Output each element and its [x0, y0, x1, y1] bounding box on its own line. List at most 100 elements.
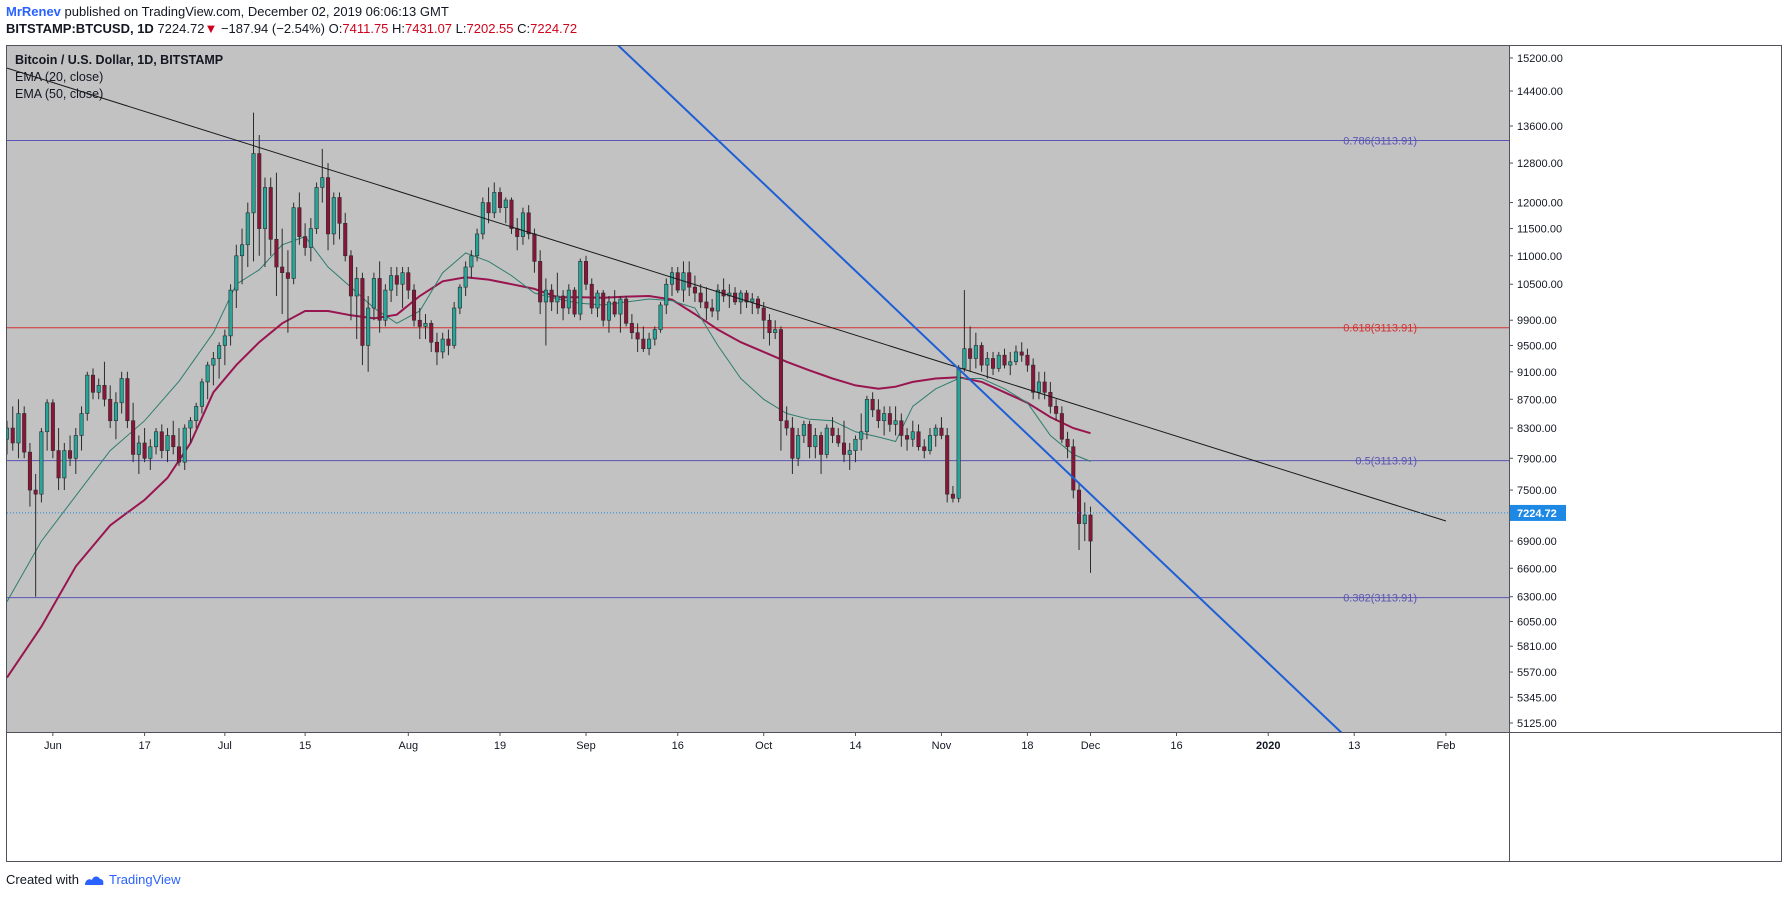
candle-body [761, 307, 766, 321]
candle-body [394, 275, 399, 285]
candle [899, 413, 904, 447]
fib-label: 0.5(3113.91) [1355, 456, 1417, 468]
candle-body [68, 450, 73, 459]
candle [910, 420, 915, 447]
candle [933, 424, 938, 447]
candle [188, 417, 193, 443]
candle-body [859, 431, 864, 440]
candle [308, 218, 313, 262]
candle [320, 148, 325, 203]
candle [400, 267, 405, 308]
time-tick-label: Oct [755, 740, 772, 752]
candle-body [612, 301, 617, 315]
candle-body [79, 413, 84, 436]
tradingview-link[interactable]: TradingView [108, 872, 181, 887]
candle-body [154, 431, 159, 448]
candle [285, 250, 290, 333]
candle-body [538, 261, 543, 303]
candle-body [142, 442, 147, 459]
candle [303, 223, 308, 256]
candle-body [73, 435, 78, 459]
candle [555, 272, 560, 315]
candle [1031, 358, 1036, 400]
candle-body [383, 289, 388, 321]
candle [257, 135, 262, 256]
candle [16, 399, 21, 459]
candlestick-chart[interactable]: 0.786(3113.91) 0.618(3113.91) 0.5(3113.91)… [7, 46, 1782, 862]
candle [652, 326, 657, 346]
candle [767, 314, 772, 346]
candle-body [285, 272, 290, 279]
candle [406, 267, 411, 299]
candle-body [503, 199, 508, 208]
candle-body [790, 427, 795, 459]
candle [412, 284, 417, 327]
candle [824, 424, 829, 459]
candle [360, 272, 365, 366]
candle-body [452, 307, 457, 346]
candle-body [199, 381, 204, 407]
candle [601, 290, 606, 327]
candle-body [836, 435, 841, 444]
candle-body [635, 332, 640, 340]
candle [950, 485, 955, 503]
candle-body [360, 278, 365, 346]
price-tick-label: 11500.00 [1517, 224, 1562, 236]
candle [887, 406, 892, 432]
candle [142, 428, 147, 463]
candle [383, 284, 388, 327]
candle [251, 112, 256, 262]
candle [475, 228, 480, 262]
candle [492, 182, 497, 219]
candle-body [429, 323, 434, 343]
candle-body [463, 266, 468, 288]
candle-body [211, 358, 216, 366]
candle-body [1008, 361, 1013, 366]
candle [434, 332, 439, 366]
candle-body [664, 283, 669, 306]
candle [314, 182, 319, 234]
candle [647, 332, 652, 356]
candle-body [262, 187, 267, 229]
legend-ema50[interactable]: EMA (50, close) [15, 87, 104, 101]
candle [56, 428, 61, 491]
candle [572, 287, 577, 318]
candle-body [543, 289, 548, 303]
candle [440, 332, 445, 359]
candle [1082, 502, 1087, 542]
candle-body [62, 450, 67, 479]
author-link[interactable]: MrRenev [6, 4, 61, 19]
candle-body [847, 450, 852, 455]
candle [268, 177, 273, 256]
candle-body [205, 364, 210, 383]
candle [326, 163, 331, 251]
candle-body [274, 239, 279, 268]
price-tick-label: 5810.00 [1517, 641, 1557, 653]
change-label: −187.94 (−2.54%) [220, 21, 326, 36]
candle-body [417, 319, 422, 327]
candle [262, 177, 267, 268]
candle [784, 406, 789, 436]
candle [27, 442, 32, 507]
candle [807, 420, 812, 459]
candle [291, 202, 296, 285]
candle [790, 417, 795, 474]
candle-body [371, 278, 376, 309]
price-tick-label: 8700.00 [1517, 394, 1557, 406]
candle [1036, 371, 1041, 400]
legend-title: Bitcoin / U.S. Dollar, 1D, BITSTAMP [15, 53, 224, 67]
candle-body [905, 435, 910, 440]
legend-ema20[interactable]: EMA (20, close) [15, 70, 104, 84]
candle [738, 290, 743, 315]
low-value: 7202.55 [466, 21, 514, 36]
candle-body [268, 187, 273, 240]
candle [916, 424, 921, 451]
candle [578, 258, 583, 321]
candle [876, 399, 881, 429]
candle [979, 342, 984, 372]
chart-frame[interactable]: 0.786(3113.91) 0.618(3113.91) 0.5(3113.91)… [6, 45, 1782, 862]
candle-body [830, 427, 835, 436]
time-tick-label: Dec [1081, 740, 1101, 752]
candle [687, 261, 692, 297]
candle [543, 278, 548, 346]
